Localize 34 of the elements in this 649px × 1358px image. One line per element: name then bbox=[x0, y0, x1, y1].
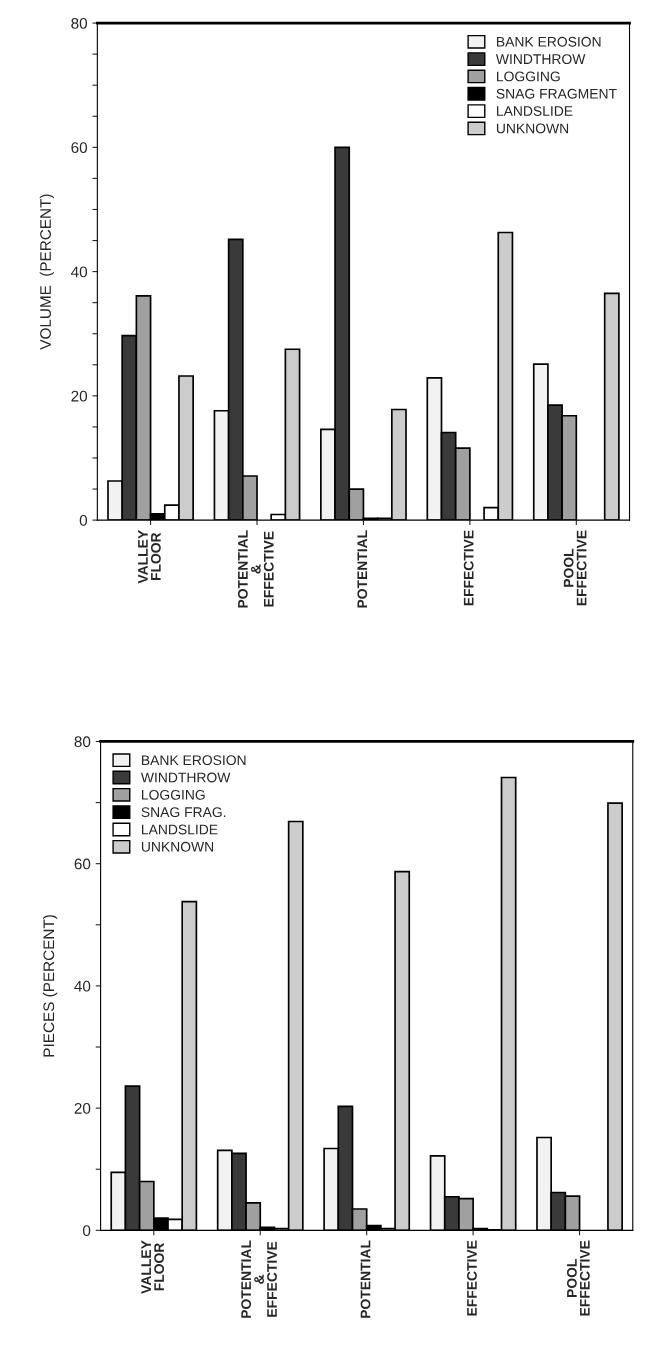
legend-label: LOGGING bbox=[142, 789, 205, 800]
legend-label: WINDTHROW bbox=[140, 772, 231, 783]
x-tick-label: POOL EFFECTIVE bbox=[566, 1240, 590, 1316]
y-axis-title: PIECES (PERCENT) bbox=[42, 915, 58, 1057]
legend-label: BANK EROSION bbox=[142, 755, 246, 766]
legend-label: LANDSLIDE bbox=[142, 824, 218, 835]
x-tick-label: POTENTIAL & EFFECTIVE bbox=[241, 1240, 277, 1318]
legend-label: BANK EROSION bbox=[497, 36, 601, 47]
y-tick-label: 80 bbox=[74, 736, 91, 748]
legend-label: WINDTHROW bbox=[495, 54, 586, 65]
y-axis-title: VOLUME (PERCENT) bbox=[39, 194, 54, 350]
x-tick-label: POTENTIAL bbox=[360, 1240, 371, 1318]
x-tick-label: POOL EFFECTIVE bbox=[563, 530, 587, 606]
legend-label: SNAG FRAG. bbox=[141, 807, 226, 818]
y-tick-label: 60 bbox=[71, 142, 88, 154]
y-tick-label: 40 bbox=[74, 980, 91, 992]
legend-label: SNAG FRAGMENT bbox=[496, 88, 617, 99]
x-tick-label: EFFECTIVE bbox=[463, 530, 474, 606]
legend-label: LANDSLIDE bbox=[497, 106, 573, 116]
x-tick-label: POTENTIAL bbox=[357, 530, 368, 608]
legend-label: UNKNOWN bbox=[141, 841, 214, 852]
x-tick-label: EFFECTIVE bbox=[467, 1240, 477, 1316]
y-tick-label: 0 bbox=[82, 1225, 91, 1237]
y-tick-label: 20 bbox=[74, 1103, 91, 1114]
y-tick-label: 80 bbox=[71, 17, 88, 29]
y-tick-label: 20 bbox=[71, 390, 88, 402]
y-tick-label: 40 bbox=[70, 266, 88, 278]
legend-label: LOGGING bbox=[497, 71, 560, 82]
y-tick-label: 60 bbox=[74, 858, 91, 870]
x-tick-label: VALLEY FLOOR bbox=[138, 530, 161, 584]
y-tick-label: 0 bbox=[79, 514, 88, 526]
x-tick-label: VALLEY FLOOR bbox=[141, 1240, 165, 1294]
legend-label: UNKNOWN bbox=[496, 123, 569, 134]
x-tick-label: POTENTIAL & EFFECTIVE bbox=[237, 530, 274, 608]
